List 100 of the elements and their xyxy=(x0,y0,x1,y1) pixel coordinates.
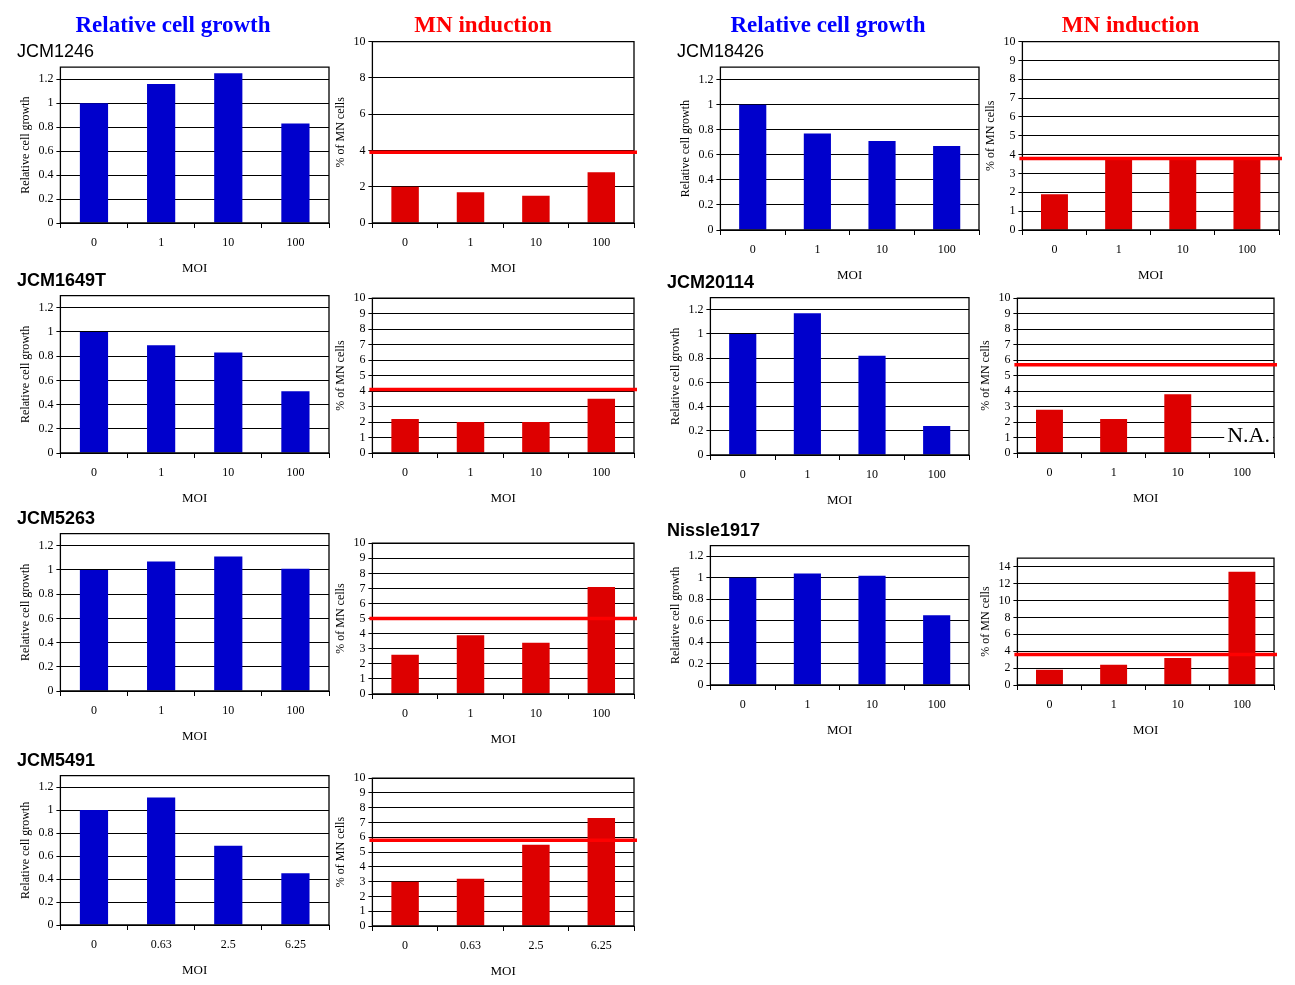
y-tick-label: 0.2 xyxy=(38,894,54,909)
y-tick-label: 0 xyxy=(47,215,54,230)
x-tick-label: 10 xyxy=(529,235,542,250)
bar xyxy=(729,577,757,685)
y-tick-label: 4 xyxy=(1004,643,1011,658)
y-tick-label: 0.6 xyxy=(698,147,714,162)
y-tick-label: 0 xyxy=(359,445,366,460)
x-tick-label: 0 xyxy=(90,937,97,952)
annotation: N.A. xyxy=(1227,421,1270,447)
bar xyxy=(391,654,419,694)
x-tick-label: 100 xyxy=(592,235,611,250)
bar xyxy=(522,422,550,453)
x-tick-label: 100 xyxy=(927,697,946,712)
y-tick-label: 6 xyxy=(1004,352,1011,367)
y-tick-label: 10 xyxy=(998,290,1011,305)
y-tick-label: 0 xyxy=(697,677,704,692)
y-tick-label: 0 xyxy=(359,918,366,933)
y-tick-label: 0 xyxy=(47,683,54,698)
y-tick-label: 0 xyxy=(359,686,366,701)
x-tick-label: 0 xyxy=(402,465,409,480)
x-tick-label: 1 xyxy=(467,465,474,480)
bar xyxy=(147,797,176,925)
y-axis-title: % of MN cells xyxy=(978,340,993,411)
y-tick-label: 5 xyxy=(1004,367,1011,382)
x-tick-label: 0 xyxy=(90,703,97,718)
y-tick-label: 0 xyxy=(1004,445,1011,460)
bar xyxy=(522,844,550,926)
y-tick-label: 8 xyxy=(1004,609,1011,624)
x-tick-label: 1 xyxy=(804,467,811,482)
y-tick-label: 5 xyxy=(359,844,366,859)
x-axis-title: MOI xyxy=(490,962,516,978)
bar xyxy=(391,186,419,223)
x-tick-label: 10 xyxy=(1171,697,1184,712)
y-tick-label: 9 xyxy=(359,305,366,320)
y-axis-title: % of MN cells xyxy=(333,583,348,654)
y-tick-label: 0.6 xyxy=(688,374,704,389)
chart-title: JCM5491 xyxy=(17,749,96,770)
y-tick-label: 0.4 xyxy=(688,398,704,413)
y-tick-label: 0.8 xyxy=(38,119,54,134)
bar xyxy=(214,352,243,453)
bar xyxy=(281,123,310,223)
x-tick-label: 10 xyxy=(1171,465,1184,480)
bar xyxy=(923,615,951,685)
x-axis-title: MOI xyxy=(837,266,863,282)
y-tick-label: 7 xyxy=(359,814,366,829)
y-tick-label: 8 xyxy=(359,565,366,580)
y-tick-label: 0.8 xyxy=(38,586,54,601)
x-tick-label: 10 xyxy=(866,467,879,482)
y-tick-label: 8 xyxy=(359,70,366,85)
y-tick-label: 4 xyxy=(1009,146,1016,161)
bar xyxy=(456,878,485,926)
x-tick-label: 0 xyxy=(90,465,97,480)
y-tick-label: 0 xyxy=(47,917,54,932)
x-tick-label: 100 xyxy=(1232,465,1251,480)
y-tick-label: 1.2 xyxy=(38,71,54,86)
x-tick-label: 10 xyxy=(222,703,235,718)
y-tick-label: 0.2 xyxy=(688,655,704,670)
bar xyxy=(587,818,616,926)
bar xyxy=(79,331,109,453)
x-tick-label: 1 xyxy=(467,235,474,250)
bar xyxy=(1036,409,1063,453)
y-tick-label: 9 xyxy=(1009,52,1016,67)
x-tick-label: 1 xyxy=(158,465,165,480)
x-tick-label: 0.63 xyxy=(150,937,172,952)
bar xyxy=(79,569,109,691)
y-tick-label: 1 xyxy=(697,326,704,341)
y-tick-label: 6 xyxy=(1004,626,1011,641)
y-tick-label: 2 xyxy=(359,414,366,429)
bar xyxy=(1100,664,1128,685)
y-tick-label: 2 xyxy=(359,888,366,903)
y-tick-label: 6 xyxy=(359,352,366,367)
chart-title: Relative cell growth xyxy=(730,11,926,37)
y-tick-label: 1.2 xyxy=(38,779,54,794)
bar xyxy=(522,642,550,694)
y-tick-label: 1.2 xyxy=(38,537,54,552)
y-tick-label: 1 xyxy=(359,671,366,686)
x-axis-title: MOI xyxy=(1138,266,1164,282)
y-tick-label: 1 xyxy=(697,569,704,584)
y-tick-label: 0 xyxy=(707,222,714,237)
bar xyxy=(1036,669,1063,685)
y-tick-label: 1 xyxy=(707,96,714,111)
x-tick-label: 0 xyxy=(1046,697,1053,712)
bar xyxy=(793,313,821,455)
y-tick-label: 0.2 xyxy=(688,422,704,437)
x-tick-label: 0 xyxy=(90,235,97,250)
chart-title: JCM1649T xyxy=(17,269,107,290)
y-tick-label: 1 xyxy=(47,562,54,577)
x-axis-title: MOI xyxy=(182,489,208,505)
y-tick-label: 12 xyxy=(998,575,1011,590)
x-tick-label: 10 xyxy=(866,697,879,712)
x-axis-title: MOI xyxy=(490,489,516,505)
x-tick-label: 100 xyxy=(592,465,611,480)
y-tick-label: 5 xyxy=(359,610,366,625)
y-tick-label: 8 xyxy=(1009,71,1016,86)
bar xyxy=(522,195,550,223)
bar xyxy=(147,83,176,223)
x-axis-title: MOI xyxy=(182,259,208,275)
y-tick-label: 0.4 xyxy=(38,396,54,411)
y-axis-title: % of MN cells xyxy=(983,100,998,171)
y-tick-label: 7 xyxy=(359,336,366,351)
